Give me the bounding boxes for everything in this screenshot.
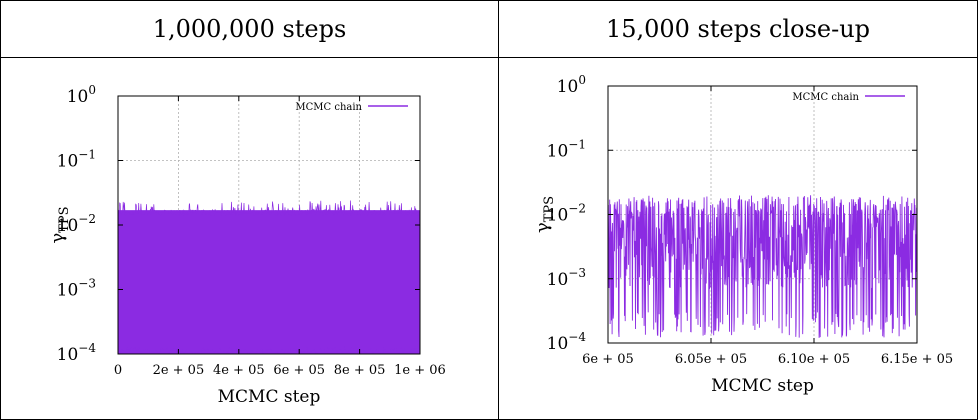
chart-close-up: 6e + 05 6.05e + 05 6.10e + 05 6.15e + 05 10−… <box>532 73 953 396</box>
legend-label: MCMC chain <box>295 102 362 113</box>
chart-full-run: 0 2e + 05 4e + 05 6e + 05 8e + 05 1e + 06 10−4… <box>47 83 446 407</box>
y-tick-label: 10−2 <box>57 212 96 236</box>
series-band <box>118 210 420 354</box>
series-mcmc-chain <box>608 195 917 338</box>
x-axis-label: MCMC step <box>711 376 814 396</box>
x-tick-label: 6e + 05 <box>273 363 325 378</box>
y-tick-label: 10−1 <box>57 148 96 172</box>
series-upper-envelope <box>118 200 420 217</box>
y-tick-label: 10−2 <box>547 202 586 226</box>
x-tick-label: 6.05e + 05 <box>675 352 747 367</box>
y-axis-label: γTPS <box>47 206 72 243</box>
y-tick-label: 10−4 <box>547 330 587 354</box>
x-tick-label: 6e + 05 <box>582 352 634 367</box>
x-tick-label: 6.10e + 05 <box>778 352 850 367</box>
series-mcmc-chain <box>118 200 420 354</box>
left-panel-header: 1,000,000 steps <box>152 14 347 43</box>
x-axis-label: MCMC step <box>218 387 321 407</box>
series-lower-noise <box>118 346 420 354</box>
series-trace <box>608 195 917 338</box>
y-tick-label: 10−3 <box>547 266 586 290</box>
y-tick-label: 10−3 <box>57 277 96 301</box>
x-tick-label: 1e + 06 <box>394 363 446 378</box>
y-axis-label: γTPS <box>532 196 557 233</box>
x-tick-label: 4e + 05 <box>213 363 265 378</box>
y-tick-label: 10−1 <box>547 137 586 161</box>
legend-label: MCMC chain <box>792 92 859 103</box>
x-tick-label: 6.15e + 05 <box>881 352 953 367</box>
y-tick-label: 100 <box>67 83 96 107</box>
x-tick-label: 8e + 05 <box>334 363 386 378</box>
header-separator <box>0 57 978 58</box>
y-tick-label: 100 <box>557 73 586 97</box>
table-top-border <box>0 0 978 1</box>
right-panel-header: 15,000 steps close-up <box>605 14 871 43</box>
x-tick-label: 0 <box>114 363 122 378</box>
table-left-border <box>0 0 1 420</box>
table-column-divider <box>498 0 499 420</box>
x-tick-label: 2e + 05 <box>153 363 205 378</box>
y-tick-label: 10−4 <box>57 341 97 365</box>
